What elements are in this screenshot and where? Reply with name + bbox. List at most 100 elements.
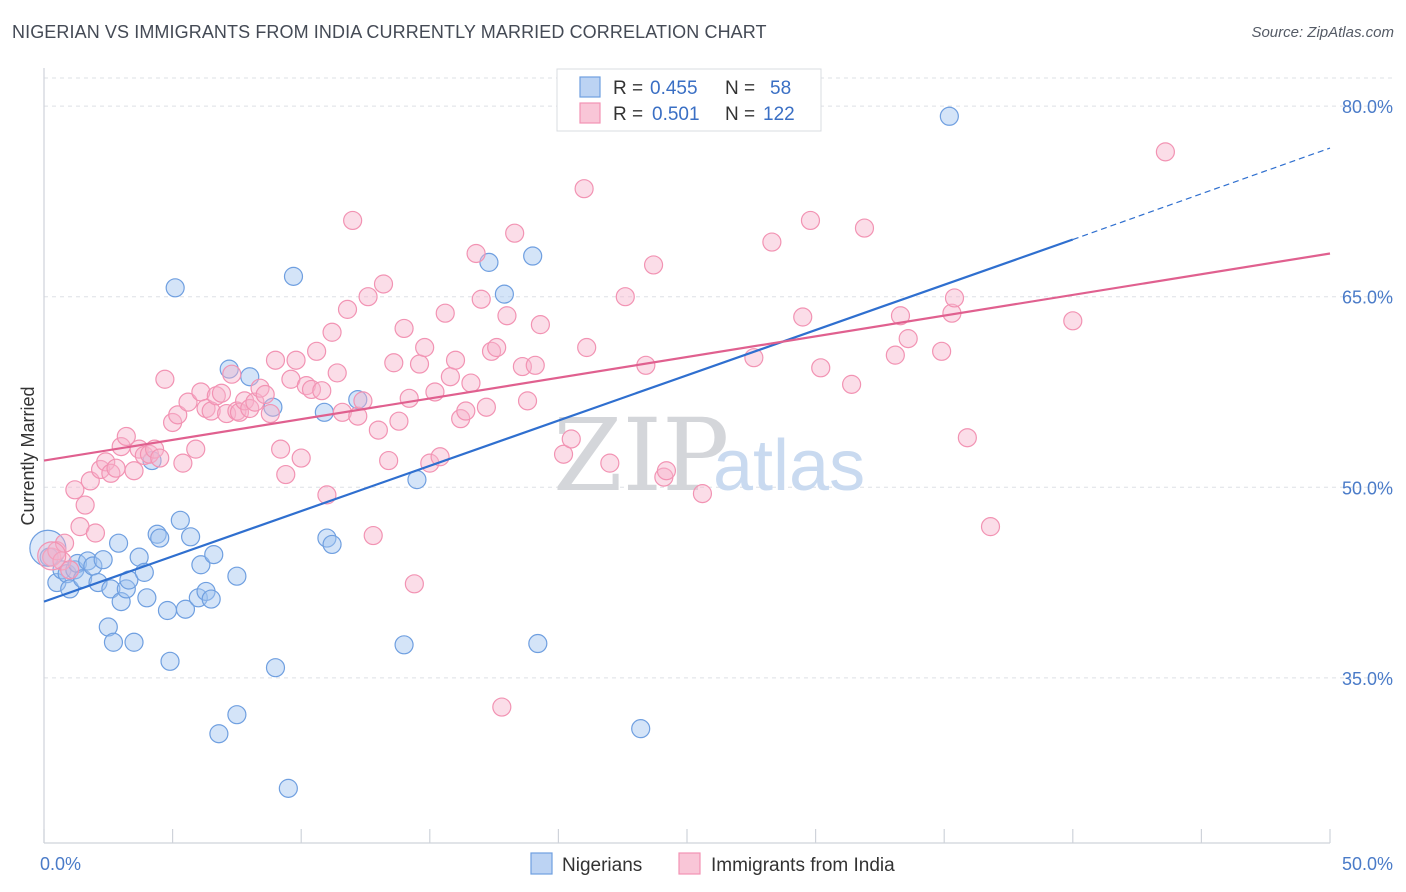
- india-point-91: [517, 391, 538, 411]
- stats-legend-box: [556, 68, 822, 132]
- india-point-22: [155, 369, 175, 389]
- legend-swatch-nigerians: [530, 852, 553, 875]
- y-tick-label-0: 80.0%: [1342, 97, 1393, 117]
- india-point-114: [898, 329, 918, 349]
- india-point-48: [291, 448, 311, 468]
- india-point-82: [466, 243, 486, 264]
- india-point-27: [186, 439, 206, 459]
- india-point-85: [481, 341, 502, 361]
- nigerians-point-57: [939, 106, 959, 126]
- india-point-87: [492, 697, 512, 717]
- nigerians-point-50: [394, 635, 414, 655]
- nigerians-point-37: [209, 724, 229, 744]
- india-point-12: [101, 463, 121, 483]
- nigerians-point-11: [93, 550, 113, 570]
- india-point-25: [173, 453, 193, 473]
- india-point-55: [327, 363, 347, 383]
- india-point-121: [1155, 142, 1175, 162]
- india-point-86: [487, 337, 507, 358]
- india-point-67: [389, 411, 409, 431]
- india-point-7: [75, 495, 95, 515]
- india-point-21: [150, 448, 170, 468]
- nigerians-point-43: [265, 658, 286, 678]
- india-point-80: [456, 401, 476, 421]
- india-point-44: [271, 439, 291, 459]
- india-point-110: [842, 374, 862, 394]
- nigerians-point-14: [103, 632, 124, 652]
- india-point-95: [561, 429, 581, 449]
- india-point-71: [409, 354, 430, 374]
- india-point-0: [42, 547, 62, 567]
- india-point-47: [286, 350, 306, 370]
- india-point-36: [229, 402, 250, 422]
- india-point-83: [471, 289, 491, 309]
- nigerians-point-47: [317, 528, 337, 548]
- india-point-24: [168, 405, 188, 425]
- nigerians-point-56: [631, 719, 651, 739]
- india-point-84: [476, 397, 496, 417]
- india-point-103: [656, 461, 677, 481]
- nigerians-point-13: [101, 579, 121, 599]
- nigerians-point-53: [494, 284, 514, 304]
- nigerians-point-15: [108, 533, 129, 553]
- india-point-45: [276, 464, 296, 485]
- india-point-61: [358, 287, 378, 307]
- india-point-34: [222, 364, 242, 384]
- india-point-112: [885, 345, 905, 365]
- india-point-117: [944, 288, 965, 308]
- nigerians-point-16: [111, 592, 131, 612]
- stats-legend-r-label-india: R =: [613, 104, 643, 125]
- india-point-31: [206, 386, 226, 406]
- india-point-13: [106, 458, 126, 478]
- x-tick-label-right: 50.0%: [1342, 854, 1393, 874]
- nigerians-point-36: [204, 544, 224, 565]
- india-point-107: [793, 307, 813, 327]
- watermark-atlas: atlas: [713, 426, 865, 506]
- nigerians-point-33: [191, 555, 211, 575]
- india-point-51: [307, 341, 327, 361]
- india-point-54: [322, 322, 342, 342]
- india-point-94: [553, 444, 574, 464]
- india-point-32: [211, 383, 232, 403]
- nigerians-point-26: [157, 600, 178, 621]
- india-point-72: [415, 337, 435, 358]
- india-point-97: [577, 337, 597, 358]
- nigerians-point-12: [98, 617, 118, 637]
- nigerians-point-44: [278, 778, 298, 798]
- stats-legend-n-value-india: 122: [763, 104, 795, 125]
- stats-legend-r-value-nigerians: 0.455: [650, 78, 698, 99]
- stats-legend-r-value-india: 0.501: [652, 104, 700, 125]
- india-point-115: [932, 341, 952, 361]
- india-point-38: [240, 398, 260, 419]
- india-point-9: [85, 523, 106, 543]
- series-legend: Nigerians Immigrants from India: [530, 852, 895, 876]
- india-point-15: [116, 426, 136, 447]
- india-point-113: [890, 306, 911, 326]
- y-tick-label-3: 35.0%: [1342, 669, 1393, 689]
- india-point-93: [530, 315, 550, 335]
- india-point-101: [643, 255, 664, 275]
- india-point-96: [574, 179, 594, 199]
- nigerians-point-19: [124, 632, 144, 652]
- nigerians-point-55: [528, 633, 548, 654]
- india-point-30: [201, 401, 221, 421]
- india-point-88: [497, 306, 517, 326]
- india-point-40: [250, 378, 270, 398]
- india-point-16: [124, 461, 144, 481]
- india-point-3: [54, 533, 75, 553]
- trend-line-india: [43, 252, 1331, 462]
- trend-line-nigerians-extension: [1072, 147, 1331, 241]
- legend-label-india: Immigrants from India: [711, 855, 895, 876]
- india-point-89: [505, 223, 525, 243]
- india-point-43: [265, 350, 286, 370]
- watermark-zip: ZIP: [553, 397, 729, 514]
- india-point-76: [435, 303, 455, 323]
- india-point-92: [525, 355, 545, 375]
- chart-title: NIGERIAN VS IMMIGRANTS FROM INDIA CURREN…: [12, 22, 767, 42]
- india-point-68: [394, 318, 414, 339]
- india-point-4: [60, 560, 80, 580]
- nigerians-point-25: [150, 528, 170, 548]
- y-axis-label: Currently Married: [18, 386, 38, 525]
- india-point-81: [461, 373, 481, 393]
